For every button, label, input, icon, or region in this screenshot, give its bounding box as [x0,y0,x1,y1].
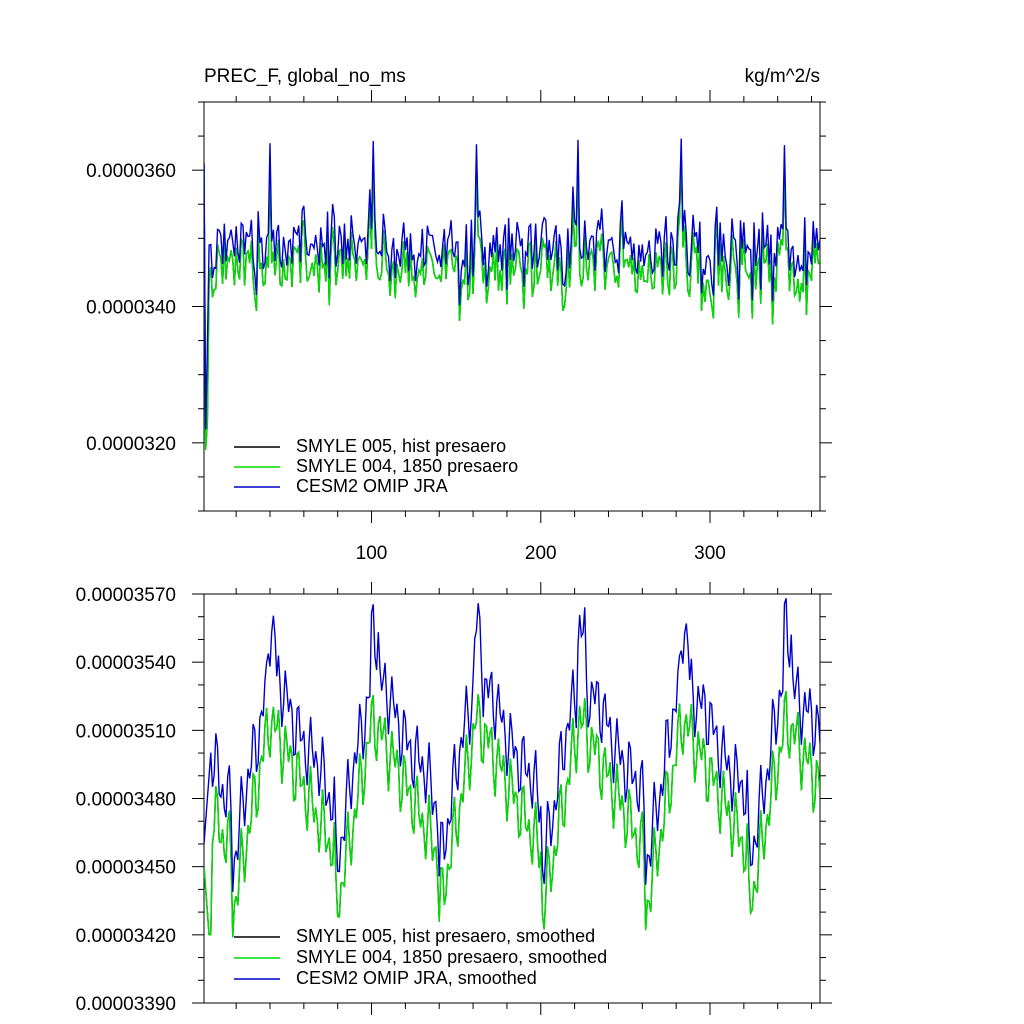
legend-label: SMYLE 004, 1850 presaero, smoothed [296,947,607,967]
legend-label: SMYLE 004, 1850 presaero [296,456,518,476]
chart-title: PREC_F, global_no_ms [204,66,406,87]
x-tick-label: 300 [694,543,726,564]
x-tick-label: 200 [525,543,557,564]
units-label: kg/m^2/s [745,66,820,87]
y-tick-label: 0.0000320 [86,434,176,455]
bottom-chart-panel: 0.00003390 0.00003420 0.00003450 0.00003480… [76,582,832,1015]
series-line-blue [204,598,820,892]
series-line-green [204,690,820,938]
y-tick-label: 0.00003420 [76,926,176,947]
series-line-blue [204,138,820,430]
y-tick-label: 0.00003450 [76,858,176,879]
y-tick-label: 0.00003510 [76,721,176,742]
x-tick-label: 100 [356,543,388,564]
top-chart-panel: 0.0000320 0.0000340 0.0000360 100 200 300 PREC… [86,66,832,564]
y-tick-label: 0.0000340 [86,298,176,319]
series-line-green [204,152,820,450]
legend-label: SMYLE 005, hist presaero [296,436,506,456]
y-tick-label: 0.00003480 [76,790,176,811]
legend-label: CESM2 OMIP JRA, smoothed [296,968,537,988]
legend-label: CESM2 OMIP JRA [296,476,448,496]
y-tick-label: 0.00003390 [76,994,176,1015]
y-tick-label: 0.00003570 [76,585,176,606]
y-tick-label: 0.00003540 [76,653,176,674]
y-tick-label: 0.0000360 [86,161,176,182]
legend-label: SMYLE 005, hist presaero, smoothed [296,926,595,946]
series-line-black [204,152,820,450]
